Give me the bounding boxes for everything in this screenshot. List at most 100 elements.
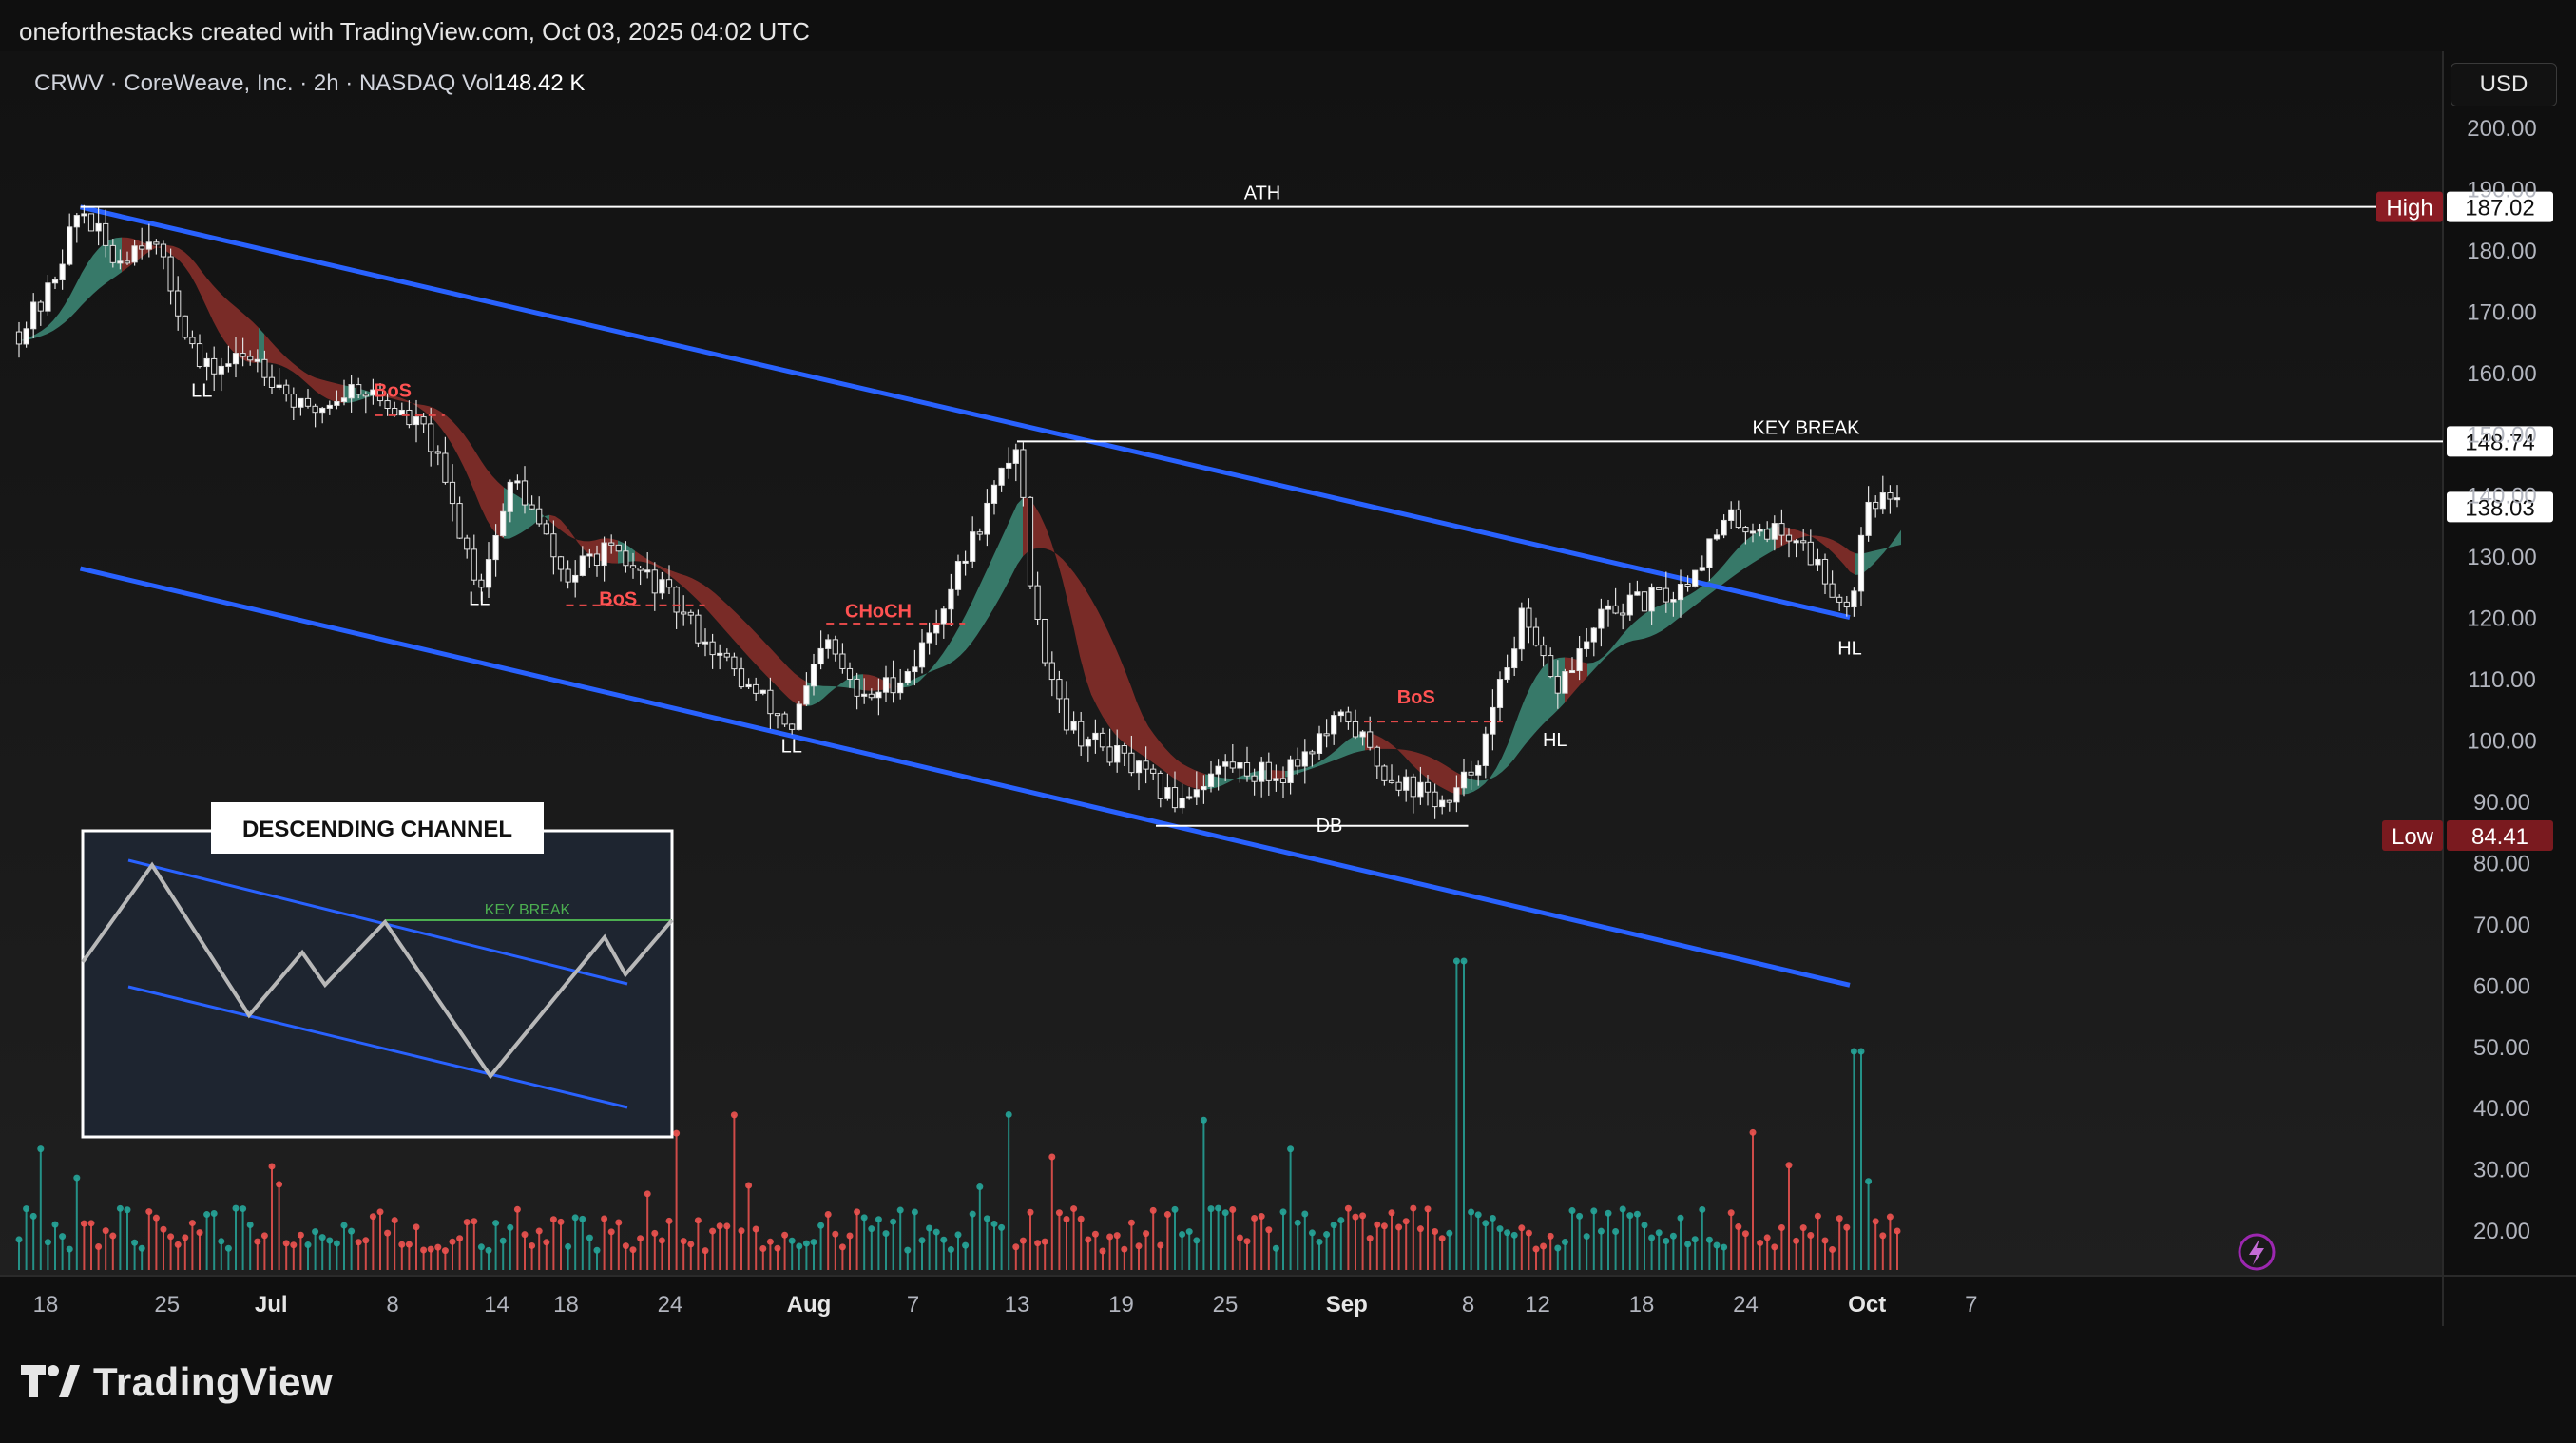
ribbon-segment [1798, 530, 1804, 539]
candle-up [1215, 765, 1221, 775]
ribbon-segment [1046, 527, 1051, 551]
symbol-legend[interactable]: CRWV · CoreWeave, Inc. · 2h · NASDAQ Vol… [34, 70, 585, 97]
candle-down [839, 653, 846, 669]
ribbon-segment [435, 408, 441, 429]
volume-bar-cap [926, 1224, 933, 1232]
volume-bar-cap [1721, 1243, 1728, 1251]
ribbon-segment [920, 673, 926, 681]
volume-bar-cap [1113, 1232, 1121, 1240]
ribbon-segment [1137, 702, 1143, 756]
volume-bar-cap [167, 1233, 175, 1241]
volume-bar-cap [73, 1174, 81, 1182]
volume-bar-cap [1540, 1242, 1548, 1250]
ribbon-segment [1730, 550, 1736, 579]
currency-button[interactable]: USD [2451, 63, 2557, 106]
volume-bar-cap [1468, 1208, 1475, 1216]
ribbon-segment [1125, 671, 1131, 748]
ribbon-segment [65, 295, 70, 323]
volume-bar-cap [1380, 1222, 1388, 1230]
volume-bar-cap [1027, 1208, 1034, 1216]
time-axis[interactable]: 18 25 Jul 8 14 18 24 Aug 7 13 19 25 Sep 8 12 18 24 Oct 7 [33, 1233, 2276, 1318]
volume-bar-cap [1612, 1227, 1620, 1235]
candle-up [1598, 608, 1605, 629]
price-axis-background[interactable] [2443, 51, 2576, 1326]
volume-bar-cap [940, 1236, 948, 1243]
ribbon-segment [1490, 768, 1496, 779]
volume-bar-cap [637, 1235, 644, 1242]
volume-bar-cap [326, 1237, 334, 1244]
candle-down [478, 579, 485, 588]
volume-bar-cap [1019, 1237, 1027, 1244]
ribbon-segment [173, 245, 179, 260]
candle-down [1887, 492, 1894, 500]
volume-bar-cap [95, 1243, 103, 1251]
candle-up [1453, 787, 1460, 803]
candle-down [976, 531, 983, 535]
candle-up [1201, 785, 1207, 791]
volume-bar-cap [282, 1240, 290, 1247]
price-axis[interactable]: 200.00 190.00 180.00 170.00 160.00 150.00 140.… [2467, 116, 2536, 1244]
ribbon-segment [1701, 582, 1707, 601]
volume-bar-cap [124, 1206, 131, 1214]
ribbon-segment [937, 653, 943, 669]
candle-up [745, 683, 752, 688]
candle-down [109, 244, 116, 263]
volume-bar-cap [1193, 1237, 1201, 1244]
candle-up [370, 389, 376, 396]
candle-up [1222, 761, 1229, 767]
volume-bar-cap [1561, 1239, 1568, 1246]
candle-up [1460, 771, 1468, 789]
ribbon-segment [778, 656, 783, 693]
candle-down [1656, 587, 1663, 590]
ribbon-segment [1821, 536, 1827, 548]
volume-bar-cap [1597, 1227, 1605, 1235]
volume-bar-cap [312, 1228, 319, 1236]
volume-bar-cap [990, 1220, 998, 1227]
candle-down [1540, 645, 1547, 657]
candle-up [998, 467, 1005, 486]
ribbon-segment [1428, 756, 1433, 783]
candle-down [1620, 612, 1626, 616]
ribbon-segment [709, 588, 715, 619]
candle-up [298, 397, 304, 408]
candle-up [1879, 492, 1886, 510]
candle-up [117, 260, 124, 264]
tradingview-logo[interactable]: TradingView [21, 1359, 333, 1405]
volume-bar-cap [51, 1221, 59, 1228]
volume-bar-cap [860, 1214, 868, 1222]
ribbon-segment [1502, 744, 1508, 773]
volume-bar-cap [529, 1241, 536, 1249]
ribbon-segment [1485, 777, 1490, 784]
ribbon-segment [236, 306, 241, 359]
candle-down [1128, 752, 1135, 774]
structure-label: DB [1317, 816, 1343, 837]
candle-up [1085, 739, 1091, 747]
candle-down [565, 568, 571, 583]
volume-bar-cap [702, 1247, 709, 1255]
ribbon-segment [1422, 754, 1428, 779]
structure-label: BoS [599, 589, 637, 610]
volume-bar-cap [1886, 1213, 1894, 1221]
ribbon-segment [1741, 539, 1747, 571]
candle-up [1482, 733, 1489, 766]
volume-bar-cap [145, 1208, 153, 1216]
ribbon-segment [1154, 734, 1160, 768]
ribbon-segment [1011, 504, 1017, 576]
ribbon-segment [156, 245, 162, 249]
volume-bar-cap [875, 1216, 882, 1223]
candle-down [406, 409, 413, 426]
candle-up [1475, 764, 1482, 776]
level-badge-label: Low [2392, 824, 2434, 850]
candle-up [1771, 523, 1778, 540]
candle-up [340, 397, 348, 402]
volume-bar-cap [290, 1241, 298, 1249]
ribbon-segment [1074, 572, 1080, 657]
volume-bar-cap [1251, 1215, 1259, 1222]
candle-up [1590, 627, 1597, 643]
candle-down [268, 376, 276, 388]
ribbon-segment [93, 248, 99, 295]
candle-down [709, 641, 716, 656]
candle-down [868, 693, 875, 699]
volume-bar-cap [1012, 1243, 1020, 1251]
